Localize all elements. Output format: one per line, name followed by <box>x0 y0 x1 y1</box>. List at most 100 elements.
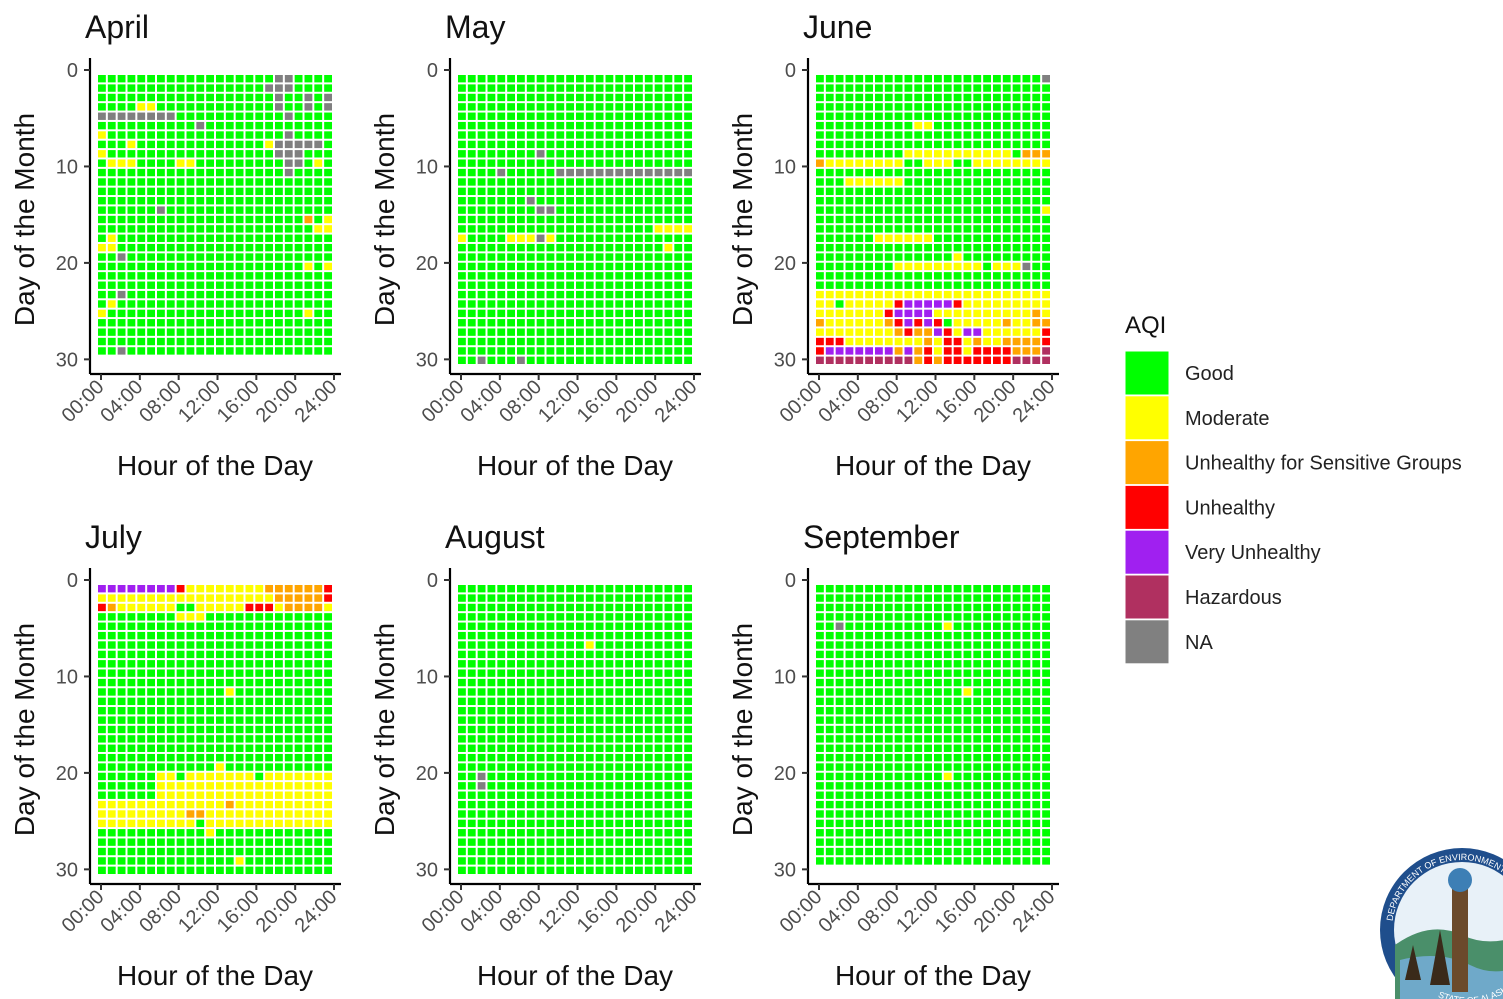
heatmap-cell <box>855 631 864 640</box>
heatmap-cell <box>644 103 653 111</box>
heatmap-cell <box>556 669 565 677</box>
heatmap-cell <box>855 103 864 111</box>
heatmap-cell <box>845 225 854 233</box>
x-tick-label: 08:00 <box>135 376 186 427</box>
heatmap-cell <box>458 140 466 149</box>
heatmap-cell <box>576 650 584 659</box>
heatmap-cell <box>556 253 565 261</box>
heatmap-cell <box>294 215 303 224</box>
heatmap-cell <box>993 281 1001 289</box>
heatmap-cell <box>255 243 264 252</box>
heatmap-cell <box>664 716 673 724</box>
heatmap-cell <box>625 309 633 318</box>
heatmap-cell <box>458 838 466 846</box>
heatmap-cell <box>865 753 873 762</box>
heatmap-cell <box>983 225 991 233</box>
heatmap-cell <box>963 650 972 659</box>
heatmap-cell <box>924 613 932 621</box>
heatmap-cell <box>894 206 903 214</box>
heatmap-cell <box>845 112 854 120</box>
heatmap-cell <box>884 150 893 158</box>
heatmap-cell <box>176 262 185 271</box>
heatmap-cell <box>304 150 313 158</box>
heatmap-cell <box>477 782 486 790</box>
heatmap-cell <box>255 168 264 177</box>
heatmap-cell <box>284 93 293 102</box>
heatmap-cell <box>894 103 903 111</box>
heatmap-cell <box>477 678 486 687</box>
heatmap-cell <box>585 735 594 743</box>
heatmap-cell <box>458 810 466 818</box>
heatmap-cell <box>625 697 633 706</box>
heatmap-cell <box>816 178 824 186</box>
heatmap-cell <box>147 829 155 837</box>
x-tick-label: 20:00 <box>970 886 1021 937</box>
heatmap-cell <box>147 613 155 621</box>
heatmap-cell <box>1022 253 1031 261</box>
heatmap-cell <box>894 150 903 158</box>
heatmap-cell <box>1012 356 1021 364</box>
heatmap-cell <box>186 319 195 327</box>
heatmap-cell <box>1022 178 1031 186</box>
heatmap-cell <box>98 300 106 308</box>
heatmap-cell <box>157 622 165 630</box>
heatmap-cell <box>245 782 254 790</box>
heatmap-cell <box>216 197 224 205</box>
heatmap-cell <box>235 753 244 762</box>
heatmap-cell <box>186 103 195 111</box>
y-axis-title: Day of the Month <box>9 113 40 326</box>
heatmap-cell <box>1002 112 1011 120</box>
heatmap-cell <box>615 309 624 318</box>
heatmap-cell <box>875 819 883 828</box>
heatmap-cell <box>275 150 283 158</box>
heatmap-cell <box>674 791 683 799</box>
heatmap-cell <box>536 800 545 809</box>
heatmap-cell <box>865 225 873 233</box>
heatmap-cell <box>98 631 106 640</box>
heatmap-cell <box>517 782 525 790</box>
heatmap-cell <box>953 641 962 649</box>
heatmap-cell <box>467 772 476 781</box>
heatmap-cell <box>275 272 283 280</box>
heatmap-cell <box>98 112 106 120</box>
heatmap-cell <box>176 234 185 242</box>
heatmap-cell <box>507 225 515 233</box>
heatmap-cell <box>664 225 673 233</box>
heatmap-cell <box>884 356 893 364</box>
heatmap-cell <box>284 290 293 299</box>
heatmap-cell <box>884 281 893 289</box>
heatmap-cell <box>147 215 155 224</box>
heatmap-cell <box>304 791 313 799</box>
heatmap-cell <box>98 197 106 205</box>
x-tick-label: 20:00 <box>252 376 303 427</box>
totem-pole-icon <box>1452 872 1468 992</box>
heatmap-cell <box>166 215 175 224</box>
heatmap-cell <box>176 253 185 261</box>
heatmap-cell <box>157 819 165 828</box>
y-axis-title: Day of the Month <box>727 113 758 326</box>
heatmap-cell <box>914 650 923 659</box>
heatmap-cell <box>235 84 244 92</box>
heatmap-cell <box>98 234 106 242</box>
heatmap-cell <box>507 631 515 640</box>
heatmap-cell <box>943 178 952 186</box>
heatmap-cell <box>595 603 604 612</box>
heatmap-cell <box>1022 103 1031 111</box>
heatmap-cell <box>635 631 643 640</box>
heatmap-cell <box>625 688 633 696</box>
heatmap-cell <box>943 603 952 612</box>
heatmap-cell <box>635 744 643 752</box>
heatmap-cell <box>255 660 264 668</box>
heatmap-cell <box>684 744 692 752</box>
heatmap-cell <box>1012 150 1021 158</box>
heatmap-cell <box>265 347 273 355</box>
heatmap-cell <box>1032 847 1041 856</box>
heatmap-cell <box>884 613 893 621</box>
heatmap-cell <box>166 121 175 130</box>
heatmap-cell <box>934 613 942 621</box>
heatmap-cell <box>615 763 624 771</box>
heatmap-cell <box>566 810 574 818</box>
x-tick-label: 16:00 <box>931 376 982 427</box>
heatmap-cell <box>536 337 545 346</box>
heatmap-cell <box>284 847 293 856</box>
